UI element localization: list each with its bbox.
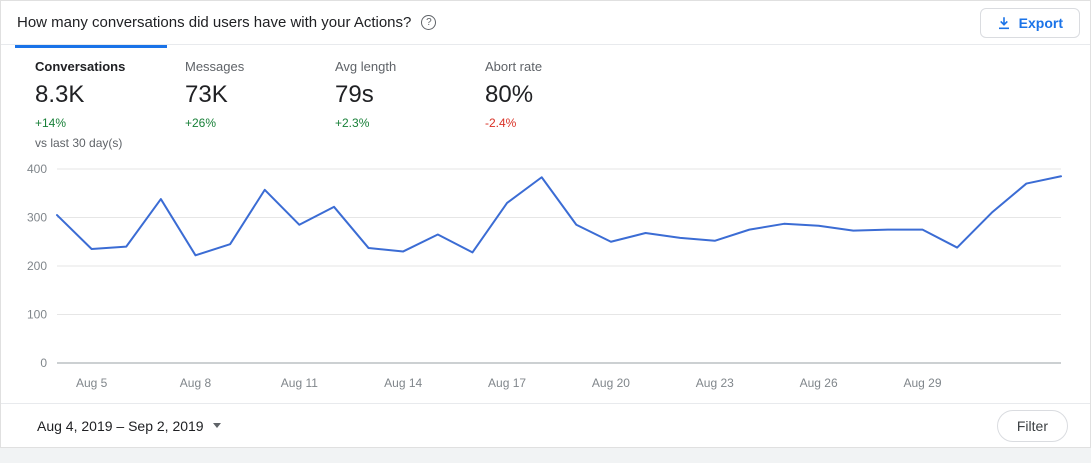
svg-text:Aug 23: Aug 23 (696, 376, 734, 390)
page-title: How many conversations did users have wi… (17, 14, 412, 31)
selected-tab-indicator (15, 45, 167, 48)
metric-delta: +26% (185, 116, 217, 130)
svg-text:Aug 26: Aug 26 (800, 376, 838, 390)
svg-text:200: 200 (27, 259, 47, 273)
metric-value: 79s (335, 81, 374, 108)
download-icon (997, 16, 1011, 30)
chevron-down-icon (212, 423, 221, 428)
metric-value: 8.3K (35, 81, 85, 108)
metric-delta: -2.4% (485, 116, 517, 130)
help-icon[interactable]: ? (421, 15, 437, 30)
card-footer: Aug 4, 2019 – Sep 2, 2019 Filter (1, 403, 1090, 447)
chart-area: 0 100 200 300 400 Aug 5 Aug 8 Aug 11 Aug 14 Aug 1… (9, 157, 1090, 408)
svg-text:Aug 11: Aug 11 (281, 376, 318, 390)
svg-text:300: 300 (27, 211, 47, 225)
svg-text:Aug 5: Aug 5 (76, 376, 108, 390)
svg-text:Aug 14: Aug 14 (384, 376, 422, 390)
date-range-label: Aug 4, 2019 – Sep 2, 2019 (37, 417, 204, 434)
svg-text:400: 400 (27, 162, 47, 176)
export-button[interactable]: Export (979, 7, 1080, 38)
conversations-line-chart: 0 100 200 300 400 Aug 5 Aug 8 Aug 11 Aug 14 Aug 1… (27, 162, 1062, 390)
svg-text:0: 0 (40, 356, 47, 370)
metric-label: Conversations (35, 59, 126, 74)
conversations-card: How many conversations did users have wi… (0, 0, 1091, 448)
svg-text:Aug 29: Aug 29 (903, 376, 941, 390)
metric-delta: +14% (35, 116, 67, 130)
title-wrap: How many conversations did users have wi… (17, 14, 437, 31)
metric-value: 80% (485, 81, 534, 108)
tab-abort-rate[interactable]: Abort rate 80% -2.4% (485, 59, 635, 157)
metric-label: Abort rate (485, 59, 543, 74)
svg-text:100: 100 (27, 308, 47, 322)
metric-label: Messages (185, 59, 245, 74)
metric-tabs: Conversations 8.3K +14% vs last 30 day(s… (1, 45, 1090, 157)
metric-value: 73K (185, 81, 228, 108)
tab-conversations[interactable]: Conversations 8.3K +14% vs last 30 day(s… (35, 59, 185, 157)
filter-button[interactable]: Filter (996, 409, 1068, 442)
metric-delta: +2.3% (335, 116, 370, 130)
date-range-selector[interactable]: Aug 4, 2019 – Sep 2, 2019 (37, 418, 221, 434)
export-label: Export (1018, 14, 1063, 31)
tab-messages[interactable]: Messages 73K +26% (185, 59, 335, 157)
compare-note: vs last 30 day(s) (35, 136, 123, 150)
svg-text:Aug 20: Aug 20 (592, 376, 630, 390)
metric-label: Avg length (335, 59, 397, 74)
svg-text:Aug 17: Aug 17 (488, 376, 526, 390)
tab-avg-length[interactable]: Avg length 79s +2.3% (335, 59, 485, 157)
svg-text:Aug 8: Aug 8 (180, 376, 212, 390)
card-header: How many conversations did users have wi… (1, 1, 1090, 45)
